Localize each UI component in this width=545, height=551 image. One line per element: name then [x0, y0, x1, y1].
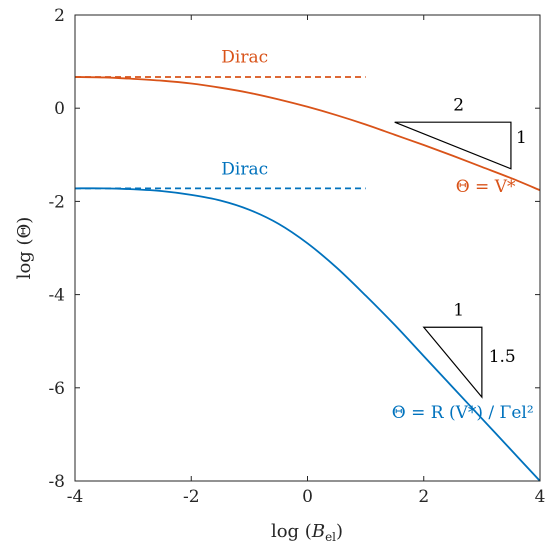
y-tick-label: 0 — [54, 99, 65, 119]
series-layer — [74, 76, 541, 482]
y-tick-label: -6 — [48, 379, 65, 399]
slope-triangle-bottom — [422, 326, 483, 399]
slope-triangle-top-rise-label: 1 — [516, 128, 527, 148]
plot-background — [75, 15, 540, 481]
x-tick-label: -2 — [183, 487, 200, 507]
slope-triangle-top-run-label: 2 — [453, 96, 464, 116]
x-tick-label: -4 — [67, 487, 84, 507]
y-tick-label: 2 — [54, 6, 65, 26]
y-tick-label: -8 — [48, 472, 65, 492]
x-axis-label: log (Bel) — [271, 521, 343, 544]
tick-layer: -4 -2 0 2 4 -8 -6 -4 -2 0 2 — [48, 6, 545, 507]
dirac-label-bottom: Dirac — [221, 159, 268, 179]
theta-r-label: Θ = R (V*) / Γel² — [392, 403, 534, 423]
dirac-label-top: Dirac — [221, 48, 268, 68]
series-line-1 — [74, 187, 541, 482]
x-tick-label: 2 — [418, 487, 429, 507]
theta-v-label: Θ = V* — [456, 177, 516, 197]
y-tick-label: -4 — [48, 286, 65, 306]
y-axis-label: log (Θ) — [14, 217, 35, 280]
x-tick-label: 0 — [302, 487, 313, 507]
x-tick-label: 4 — [535, 487, 545, 507]
y-tick-label: -2 — [48, 192, 65, 212]
slope-triangle-bottom-rise-label: 1.5 — [489, 347, 516, 367]
slope-triangle-bottom-run-label: 1 — [453, 301, 464, 321]
slope-triangle-top — [394, 121, 512, 170]
series-line-0 — [74, 76, 541, 192]
annotation-layer: Dirac Dirac Θ = V* Θ = R (V*) / Γel² 2 1 1 1.5 — [221, 48, 533, 424]
